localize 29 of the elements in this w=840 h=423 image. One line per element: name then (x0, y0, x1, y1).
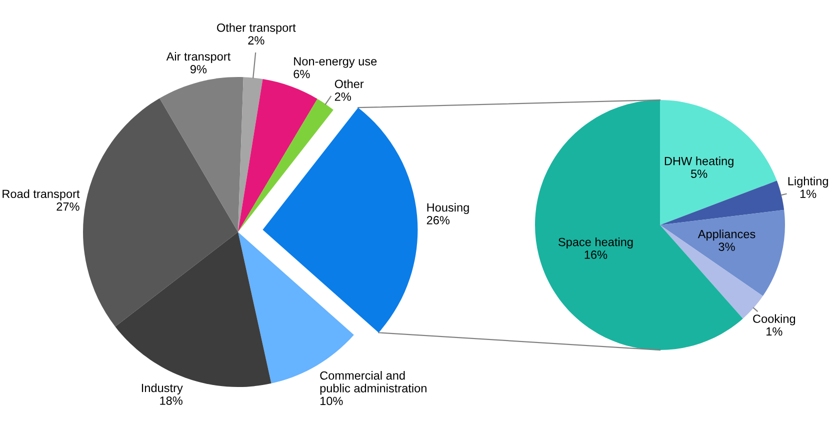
pie-slice (660, 100, 777, 225)
data-label: 1% (766, 327, 782, 336)
data-label: 5% (690, 170, 708, 178)
data-label: 2% (248, 36, 264, 45)
slice-label: Lighting (788, 176, 828, 188)
slice-label: Air transport (166, 52, 231, 64)
slice-label: Cooking (753, 314, 796, 326)
data-label: 1% (800, 190, 816, 198)
data-label: 16% (584, 250, 608, 259)
slice-label: Appliances (698, 230, 756, 241)
slice-label: Other (334, 79, 364, 88)
pie-slice (660, 210, 785, 296)
slice-label: Housing (427, 203, 469, 214)
slice-label: DHW heating (664, 156, 734, 168)
pie-slice (660, 180, 784, 225)
slice-label: Non-energy use (294, 57, 377, 68)
slice-label: Industry (142, 383, 183, 394)
slice-label: Commercial and public administration (320, 371, 426, 395)
data-label: 26% (426, 216, 450, 224)
slice-label: Road transport (2, 189, 80, 200)
data-label: 27% (56, 202, 80, 211)
data-label: 10% (320, 396, 343, 406)
data-label: 3% (718, 242, 735, 251)
data-label: 18% (160, 396, 182, 405)
data-label: 9% (190, 65, 207, 74)
data-label: 2% (334, 92, 351, 101)
slice-label: Space heating (558, 238, 633, 249)
slice-label: Other transport (217, 23, 296, 34)
data-label: 6% (294, 70, 310, 78)
